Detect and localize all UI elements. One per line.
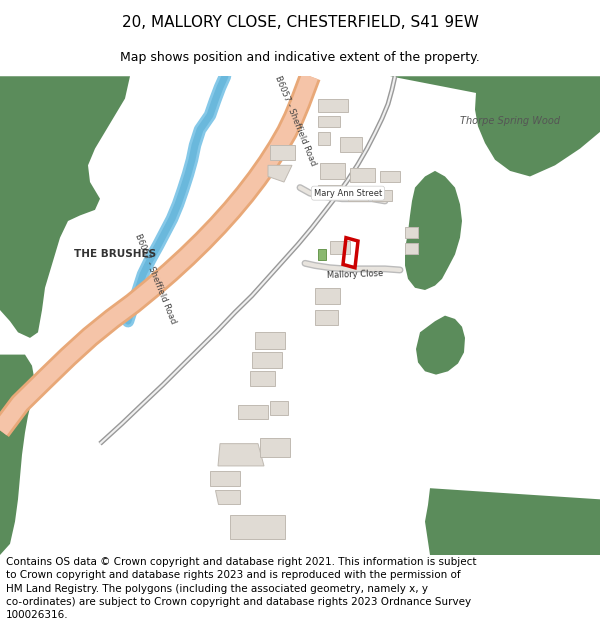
Polygon shape	[255, 332, 285, 349]
Polygon shape	[230, 515, 285, 539]
Text: Mary Ann Street: Mary Ann Street	[314, 189, 382, 198]
Polygon shape	[318, 99, 348, 112]
Polygon shape	[372, 190, 392, 201]
Polygon shape	[390, 76, 600, 176]
Polygon shape	[270, 401, 288, 415]
Polygon shape	[416, 316, 465, 374]
Polygon shape	[320, 163, 345, 179]
Polygon shape	[318, 186, 342, 199]
Polygon shape	[250, 371, 275, 386]
Text: Contains OS data © Crown copyright and database right 2021. This information is : Contains OS data © Crown copyright and d…	[6, 557, 476, 567]
Text: co-ordinates) are subject to Crown copyright and database rights 2023 Ordnance S: co-ordinates) are subject to Crown copyr…	[6, 597, 471, 607]
Text: B6057 - Sheffield Road: B6057 - Sheffield Road	[273, 74, 317, 167]
Polygon shape	[260, 438, 290, 457]
Polygon shape	[405, 171, 462, 290]
Polygon shape	[425, 488, 600, 555]
Text: 20, MALLORY CLOSE, CHESTERFIELD, S41 9EW: 20, MALLORY CLOSE, CHESTERFIELD, S41 9EW	[122, 16, 478, 31]
Polygon shape	[405, 226, 418, 238]
Polygon shape	[215, 491, 240, 504]
Polygon shape	[0, 76, 130, 338]
Polygon shape	[348, 188, 368, 201]
Polygon shape	[268, 166, 292, 182]
Polygon shape	[318, 249, 326, 260]
Polygon shape	[350, 168, 375, 182]
Text: Thorpe Spring Wood: Thorpe Spring Wood	[460, 116, 560, 126]
Polygon shape	[315, 310, 338, 324]
Text: HM Land Registry. The polygons (including the associated geometry, namely x, y: HM Land Registry. The polygons (includin…	[6, 584, 428, 594]
Polygon shape	[405, 243, 418, 254]
Text: Map shows position and indicative extent of the property.: Map shows position and indicative extent…	[120, 51, 480, 64]
Polygon shape	[0, 354, 35, 555]
Text: Mallory Close: Mallory Close	[326, 269, 383, 280]
Polygon shape	[340, 138, 362, 152]
Polygon shape	[218, 444, 264, 466]
Polygon shape	[210, 471, 240, 486]
Text: to Crown copyright and database rights 2023 and is reproduced with the permissio: to Crown copyright and database rights 2…	[6, 571, 461, 581]
Polygon shape	[315, 288, 340, 304]
Polygon shape	[318, 116, 340, 128]
Polygon shape	[238, 405, 268, 419]
Text: B6057 - Sheffield Road: B6057 - Sheffield Road	[133, 232, 177, 325]
Polygon shape	[270, 145, 295, 160]
Polygon shape	[330, 241, 350, 254]
Polygon shape	[380, 171, 400, 182]
Text: THE BRUSHES: THE BRUSHES	[74, 249, 156, 259]
Text: 100026316.: 100026316.	[6, 610, 68, 620]
Polygon shape	[252, 352, 282, 368]
Polygon shape	[318, 132, 330, 145]
